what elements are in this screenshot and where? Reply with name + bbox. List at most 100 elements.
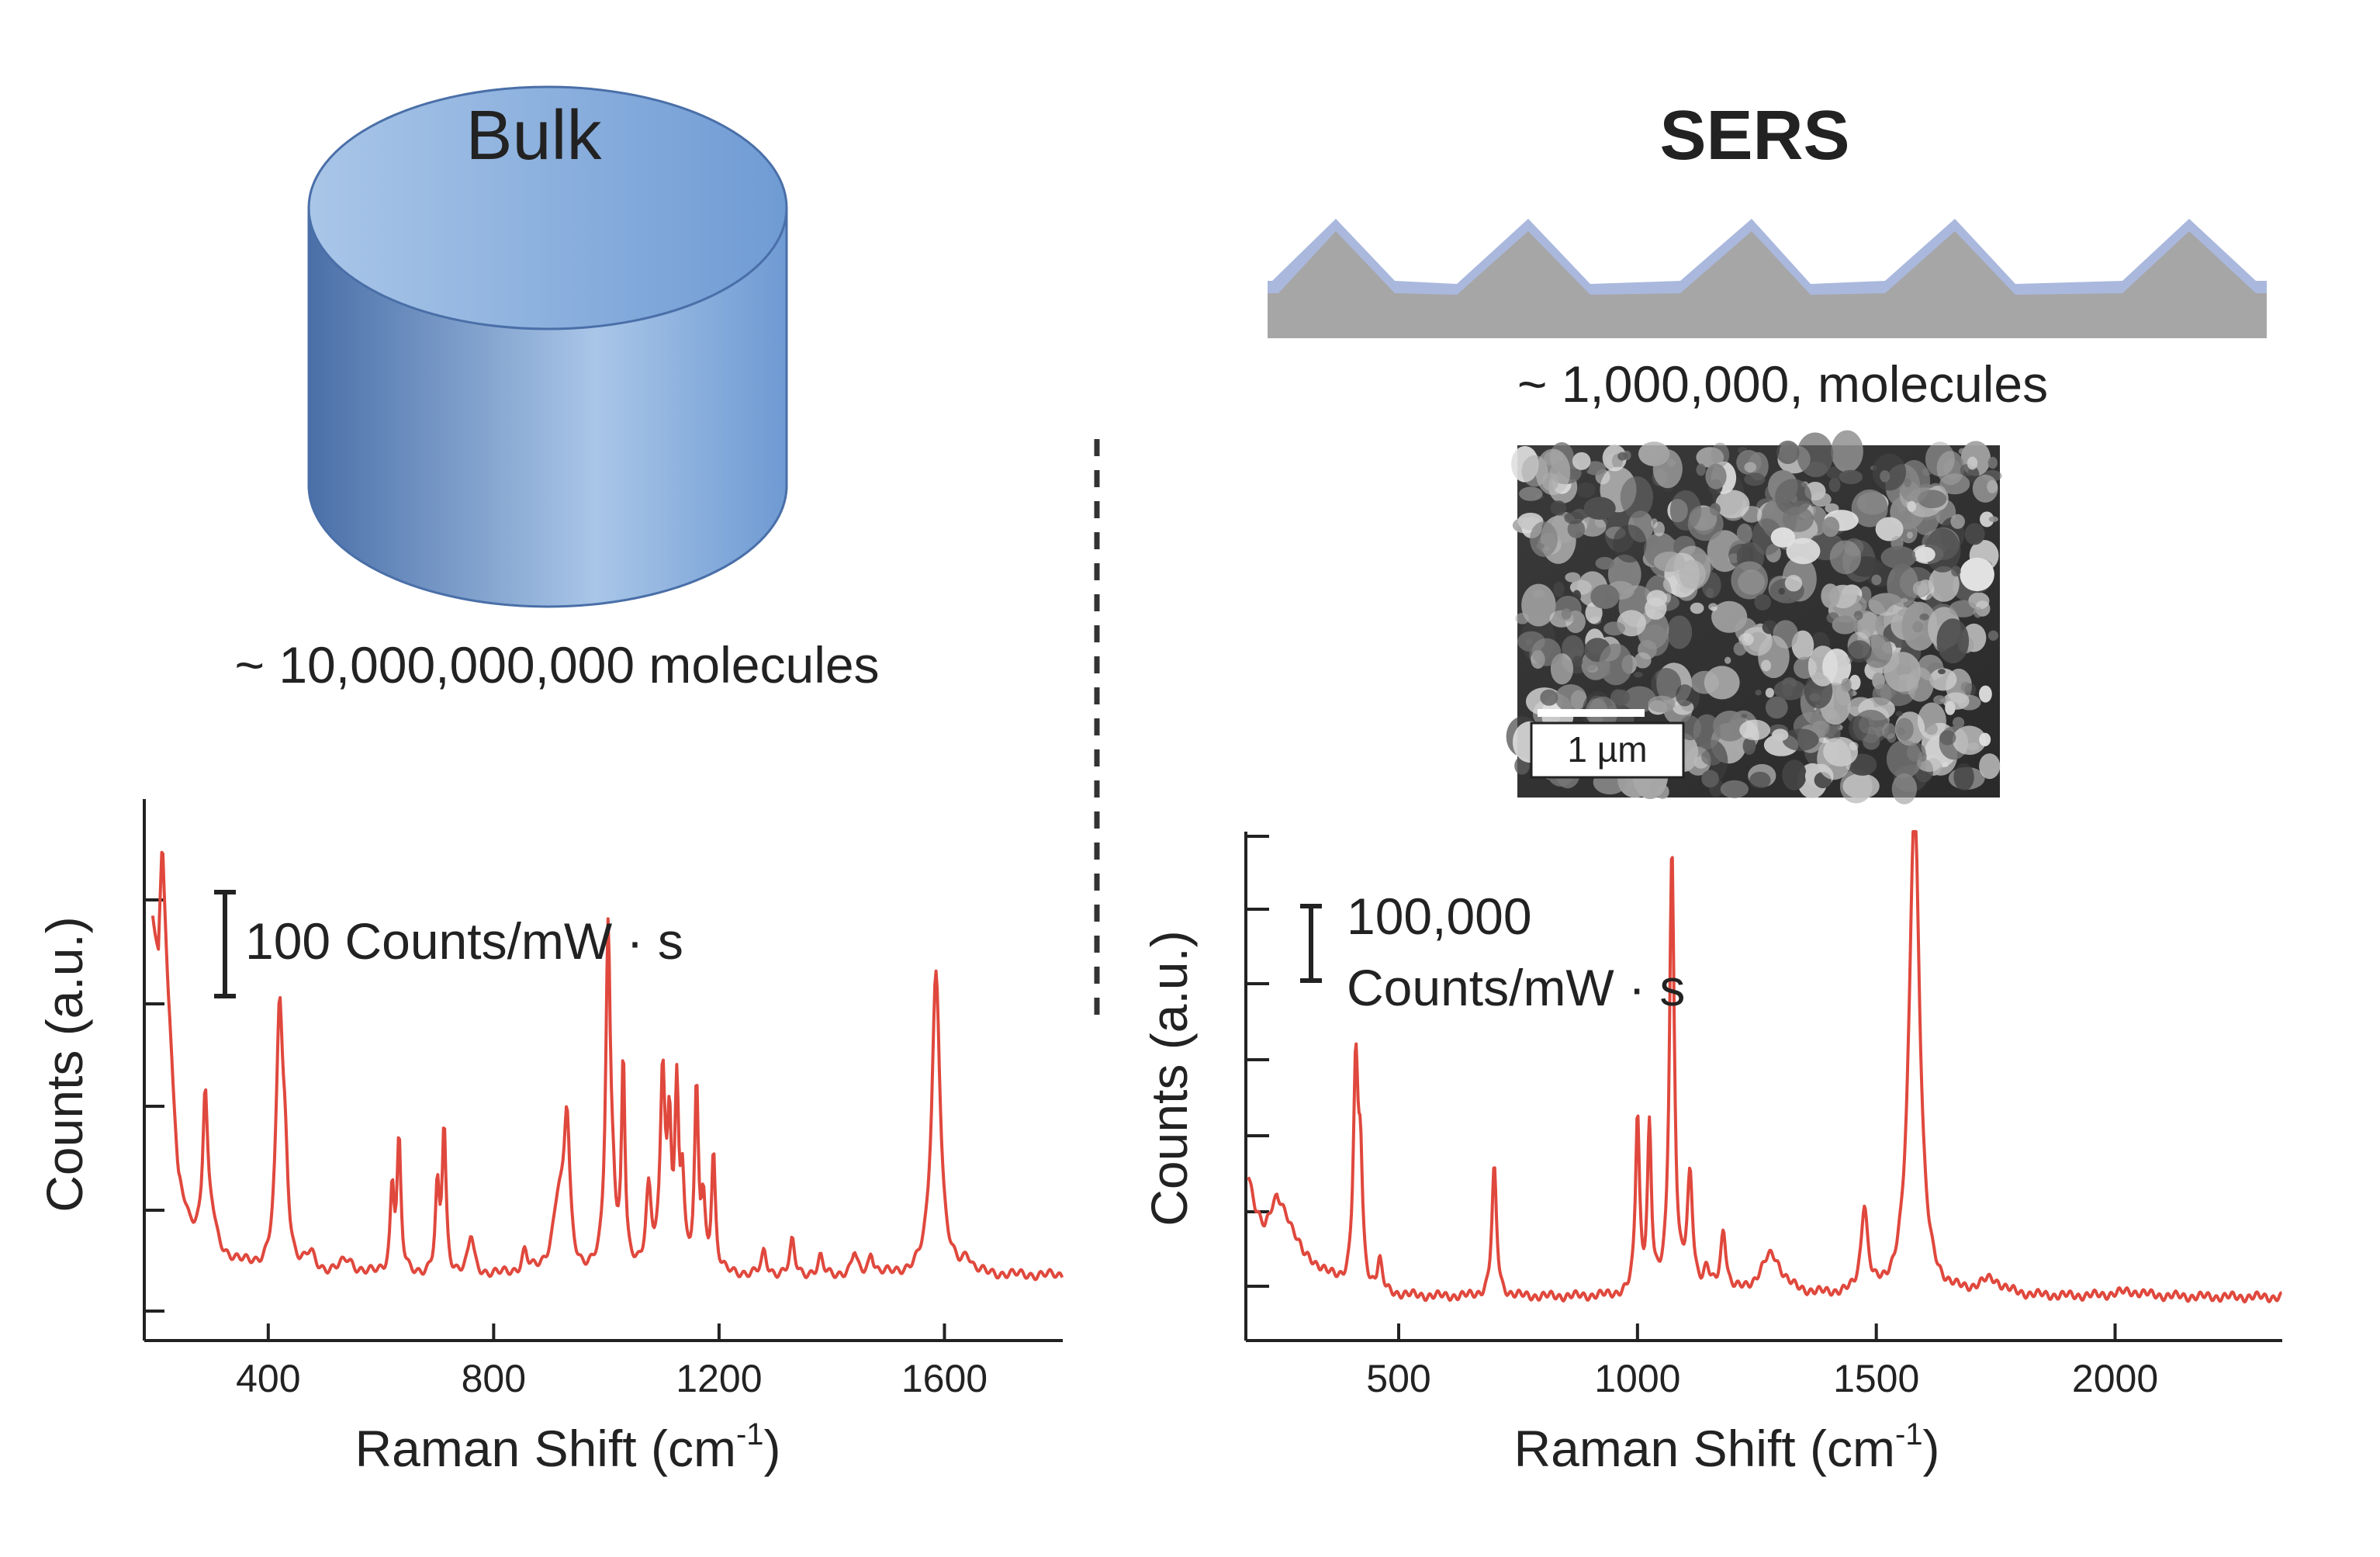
sers-x-tick-label: 2000 — [2072, 1357, 2158, 1400]
bulk-x-axis-label-end: ) — [764, 1420, 781, 1477]
sem-grain — [1620, 476, 1653, 518]
sem-grain — [1640, 625, 1669, 656]
sem-grain — [1886, 739, 1922, 779]
sem-grain — [1942, 762, 1949, 767]
sem-grain — [1562, 635, 1584, 662]
sers-x-axis-label-end: ) — [1923, 1420, 1940, 1477]
sem-grain — [1821, 516, 1840, 538]
sem-grain — [1939, 730, 1956, 746]
sem-grain — [1987, 630, 1999, 641]
sem-grain — [1742, 737, 1756, 755]
sem-grain — [1696, 463, 1706, 476]
sem-grain — [1772, 728, 1789, 742]
sem-grain — [1980, 511, 1994, 528]
bulk-x-tick-label: 800 — [462, 1357, 526, 1400]
sem-grain — [1776, 440, 1800, 465]
sem-grain — [1825, 725, 1841, 742]
sem-grain — [1720, 780, 1749, 798]
sers-scalebar-label-line1: 100,000 — [1347, 887, 1532, 945]
sem-grain — [1583, 497, 1616, 520]
sem-grain — [1701, 770, 1719, 788]
sem-grain — [1847, 640, 1872, 663]
sers-x-tick-label: 1500 — [1833, 1357, 1919, 1400]
sem-grain — [1741, 714, 1748, 718]
sers-spectrum-chart: 500 1000 1500 2000 100,000 Counts/mW · s Co… — [1140, 830, 2283, 1477]
sem-grain — [1960, 682, 1972, 693]
sem-grain — [1599, 643, 1633, 686]
sem-grain — [1938, 669, 1946, 675]
sem-grain — [1648, 695, 1676, 713]
sem-grain — [1797, 432, 1834, 477]
sem-grain — [1744, 472, 1766, 486]
sers-intensity-scalebar — [1300, 904, 1322, 983]
sem-grain — [1915, 546, 1935, 562]
sem-scalebar — [1538, 709, 1645, 717]
sem-grain — [1929, 668, 1957, 691]
sem-grain — [1567, 520, 1586, 538]
sem-grain — [1666, 615, 1693, 649]
sem-grain — [1634, 672, 1643, 678]
sem-grain — [1530, 521, 1558, 557]
sem-grain — [1875, 517, 1904, 541]
sers-axes — [1244, 832, 2282, 1342]
sem-grain — [1646, 590, 1668, 607]
sem-grain — [1715, 490, 1750, 519]
sem-grain — [1765, 696, 1788, 719]
bulk-title: Bulk — [465, 97, 602, 175]
sem-grain — [1540, 689, 1558, 706]
sem-grain — [1754, 593, 1771, 611]
bulk-x-ticks: 400 800 1200 1600 — [236, 1323, 988, 1400]
sem-grain — [1541, 472, 1559, 491]
sers-x-axis-label-sup: -1 — [1895, 1417, 1923, 1451]
sem-grain — [1579, 516, 1607, 537]
sem-grain — [1945, 701, 1956, 715]
sers-y-axis-label: Counts (a.u.) — [1140, 930, 1198, 1227]
cylinder-top — [307, 85, 788, 330]
sem-grain — [1895, 711, 1903, 717]
sers-substrate-illustration — [1268, 219, 2267, 338]
sem-grain — [1673, 545, 1711, 590]
sem-grain — [1817, 738, 1852, 780]
sem-grain — [1617, 452, 1628, 461]
sem-grain — [1652, 449, 1683, 489]
bulk-y-axis-label: Counts (a.u.) — [36, 916, 93, 1213]
sem-grain — [1939, 698, 1946, 703]
sem-scalebar-label: 1 µm — [1567, 729, 1647, 770]
sem-grain — [1739, 719, 1771, 741]
sem-grain — [1752, 518, 1783, 555]
bulk-x-tick-label: 1200 — [676, 1357, 762, 1400]
sem-grain — [1880, 545, 1917, 569]
sem-grain — [1519, 486, 1543, 501]
sem-grain — [1622, 686, 1656, 713]
sem-grain — [1738, 569, 1766, 595]
bulk-axes — [143, 799, 1063, 1342]
sers-scalebar-label-line2: Counts/mW · s — [1347, 959, 1685, 1016]
sem-grain — [1951, 566, 1961, 577]
sers-spectrum-line — [1247, 830, 2283, 1304]
bulk-spectrum-line — [150, 850, 1064, 1282]
sem-grain — [1775, 479, 1812, 516]
sem-grain — [1561, 608, 1572, 620]
substrate-base — [1268, 231, 2267, 338]
sers-molecule-count: ~ 1,000,000, molecules — [1517, 355, 2048, 413]
sem-grain — [1871, 574, 1882, 586]
sem-grain — [1924, 528, 1961, 573]
sem-grain — [1711, 442, 1730, 467]
sem-grain — [1939, 473, 1970, 495]
sem-grain — [1676, 684, 1694, 707]
sem-grain — [1953, 717, 1965, 728]
bulk-intensity-scalebar — [214, 890, 236, 998]
sem-grain — [1849, 674, 1861, 690]
sem-grain — [1733, 642, 1747, 656]
sem-micrograph: 1 µm — [1506, 430, 2002, 804]
sem-grain — [1832, 615, 1858, 635]
sem-grain — [1585, 602, 1603, 624]
sem-grain — [1778, 587, 1785, 595]
sem-grain — [1949, 600, 1977, 618]
bulk-x-axis-label-sup: -1 — [736, 1417, 764, 1451]
sem-grain — [1584, 461, 1606, 476]
sem-grain — [1770, 527, 1795, 548]
sem-grain — [1960, 557, 1994, 592]
sem-grain — [1690, 602, 1704, 614]
